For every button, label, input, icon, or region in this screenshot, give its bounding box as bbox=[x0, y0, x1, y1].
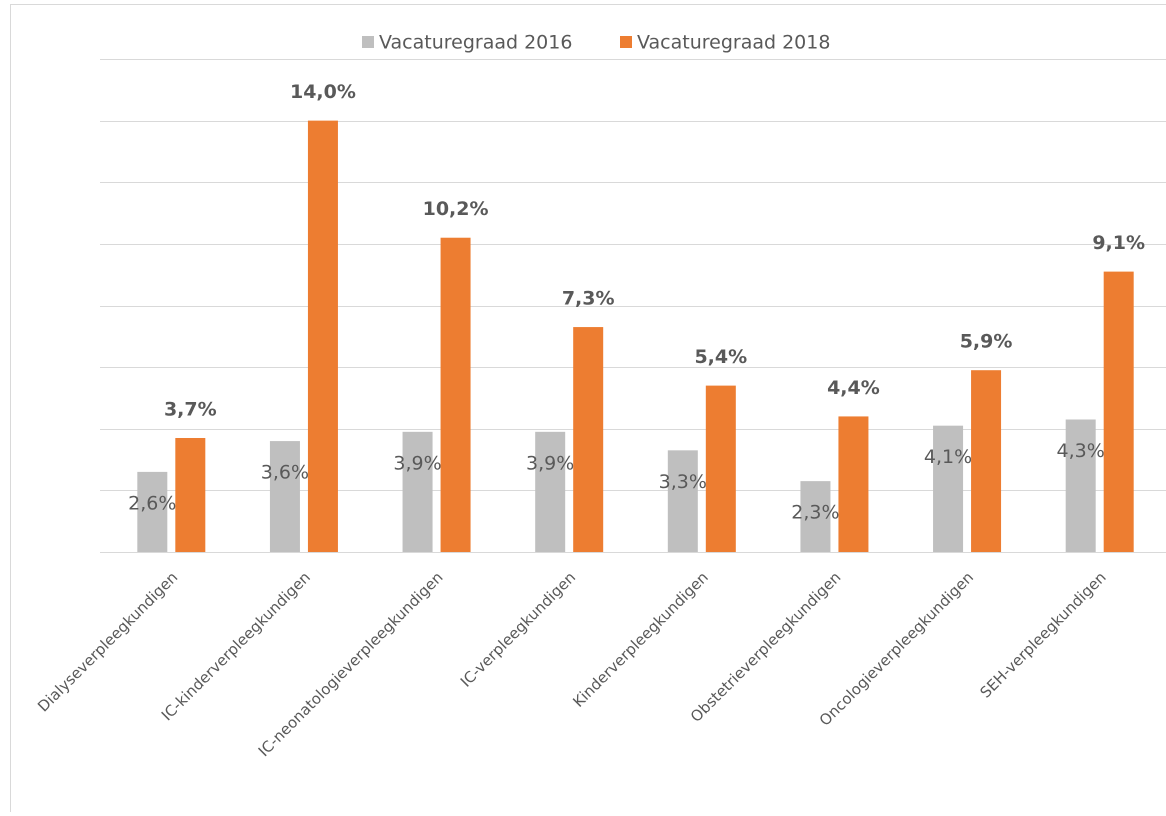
bar bbox=[668, 450, 698, 552]
bar bbox=[706, 386, 736, 552]
value-label: 5,9% bbox=[960, 331, 1013, 353]
value-label: 4,4% bbox=[827, 377, 880, 399]
value-label: 3,9% bbox=[393, 452, 441, 474]
value-label: 3,3% bbox=[659, 471, 707, 493]
bar bbox=[838, 416, 868, 552]
bar bbox=[441, 238, 471, 552]
value-label: 7,3% bbox=[562, 288, 615, 310]
value-label: 3,9% bbox=[526, 452, 574, 474]
value-label: 14,0% bbox=[290, 81, 356, 103]
bar bbox=[308, 121, 338, 552]
value-label: 2,6% bbox=[128, 492, 176, 514]
value-label: 3,7% bbox=[164, 398, 217, 420]
legend-swatch bbox=[620, 36, 632, 48]
value-label: 2,3% bbox=[791, 502, 839, 524]
bar bbox=[403, 432, 433, 552]
value-label: 4,3% bbox=[1057, 440, 1105, 462]
value-label: 10,2% bbox=[423, 198, 489, 220]
bar bbox=[933, 426, 963, 552]
legend-label: Vacaturegraad 2016 bbox=[379, 32, 572, 54]
bar bbox=[535, 432, 565, 552]
value-label: 5,4% bbox=[694, 346, 747, 368]
bar bbox=[1104, 272, 1134, 552]
legend-label: Vacaturegraad 2018 bbox=[637, 32, 830, 54]
value-label: 3,6% bbox=[261, 462, 309, 484]
value-label: 4,1% bbox=[924, 446, 972, 468]
legend-swatch bbox=[362, 36, 374, 48]
bar bbox=[971, 370, 1001, 552]
value-label: 9,1% bbox=[1092, 232, 1145, 254]
bar bbox=[270, 441, 300, 552]
bar bbox=[175, 438, 205, 552]
bar bbox=[573, 327, 603, 552]
